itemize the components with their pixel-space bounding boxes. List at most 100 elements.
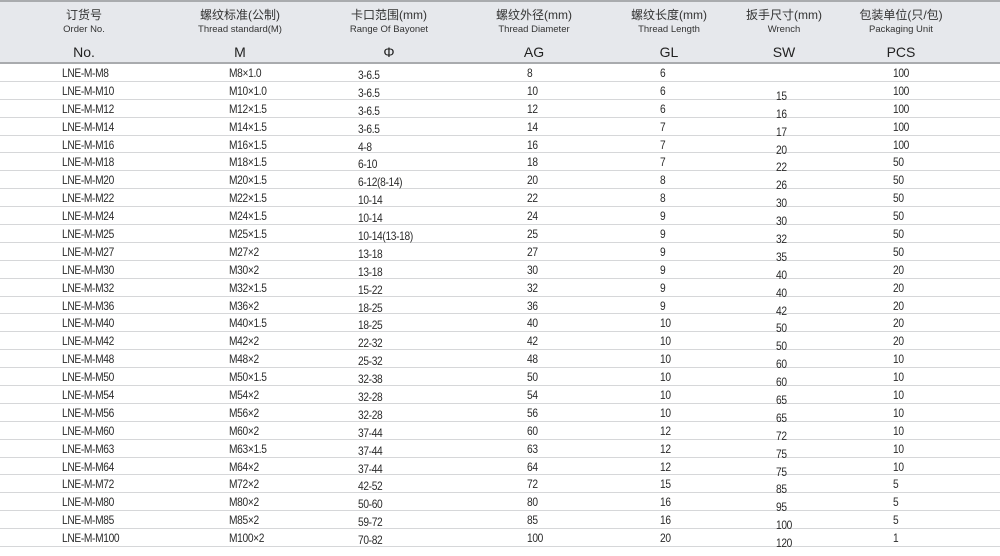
- cell-thread-length: 7: [660, 137, 666, 152]
- cell-wrench-size: 40: [776, 285, 787, 300]
- cell-packaging-unit: 10: [893, 370, 904, 385]
- cell-packaging-unit: 10: [893, 388, 904, 403]
- cell-bayonet-range: 59-72: [358, 515, 383, 530]
- column-header-cn: 扳手尺寸(mm): [746, 8, 822, 22]
- cell-thread-length: 10: [660, 405, 671, 420]
- cell-wrench-size: 72: [776, 428, 787, 443]
- cell-wrench-size: 95: [776, 500, 787, 515]
- cell-packaging-unit: 50: [893, 155, 904, 170]
- cell-thread-diameter: 36: [527, 298, 538, 313]
- cell-order-no: LNE-M-M100: [62, 531, 120, 546]
- cell-wrench-size: 50: [776, 339, 787, 354]
- table-row: LNE-M-M54 M54×2 32-28 54 10 65 10: [0, 386, 1000, 407]
- cell-packaging-unit: 100: [893, 137, 910, 152]
- cell-thread-diameter: 60: [527, 423, 538, 438]
- cell-order-no: LNE-M-M12: [62, 101, 114, 116]
- table-row: LNE-M-M20 M20×1.5 6-12(8-14) 20 8 26 50: [0, 171, 1000, 192]
- cell-order-no: LNE-M-M32: [62, 280, 114, 295]
- column-header-sym: PCS: [886, 44, 916, 60]
- cell-order-no: LNE-M-M54: [62, 388, 114, 403]
- cell-wrench-size: 75: [776, 464, 787, 479]
- cell-bayonet-range: 3-6.5: [358, 85, 380, 100]
- cell-thread-diameter: 14: [527, 119, 538, 134]
- cell-thread-length: 10: [660, 388, 671, 403]
- cell-bayonet-range: 18-25: [358, 318, 383, 333]
- cell-thread-diameter: 10: [527, 83, 538, 98]
- cell-thread-diameter: 24: [527, 209, 538, 224]
- column-header-thread-diameter: 螺纹外径(mm) Thread Diameter AG: [454, 8, 614, 61]
- column-header-sym: Φ: [383, 44, 395, 60]
- column-header-sym: AG: [523, 44, 545, 60]
- cell-bayonet-range: 50-60: [358, 497, 383, 512]
- cell-order-no: LNE-M-M40: [62, 316, 114, 331]
- table-row: LNE-M-M63 M63×1.5 37-44 63 12 75 10: [0, 440, 1000, 461]
- cell-thread-standard: M50×1.5: [229, 370, 267, 385]
- cell-thread-standard: M32×1.5: [229, 280, 267, 295]
- cell-order-no: LNE-M-M48: [62, 352, 114, 367]
- cell-thread-length: 10: [660, 334, 671, 349]
- cell-thread-standard: M8×1.0: [229, 66, 262, 80]
- cell-wrench-size: 60: [776, 357, 787, 372]
- cell-wrench-size: 30: [776, 214, 787, 229]
- cell-bayonet-range: 10-14(13-18): [358, 229, 413, 244]
- table-row: LNE-M-M36 M36×2 18-25 36 9 42 20: [0, 297, 1000, 318]
- column-header-en: Thread Diameter: [498, 24, 570, 35]
- column-header-sym: GL: [659, 44, 679, 60]
- cell-bayonet-range: 15-22: [358, 282, 383, 297]
- cell-wrench-size: 42: [776, 303, 787, 318]
- cell-thread-length: 16: [660, 513, 671, 528]
- table-row: LNE-M-M24 M24×1.5 10-14 24 9 30 50: [0, 207, 1000, 229]
- cell-order-no: LNE-M-M80: [62, 495, 114, 510]
- cell-wrench-size: 65: [776, 410, 787, 425]
- cell-order-no: LNE-M-M25: [62, 227, 114, 242]
- column-header-cn: 订货号: [65, 8, 102, 22]
- cell-thread-standard: M56×2: [229, 405, 259, 420]
- cell-thread-length: 9: [660, 298, 666, 313]
- cell-thread-standard: M25×1.5: [229, 227, 267, 242]
- cell-order-no: LNE-M-M30: [62, 262, 114, 277]
- cell-thread-standard: M10×1.0: [229, 83, 267, 98]
- column-header-en: Thread standard(M): [198, 24, 282, 35]
- cell-order-no: LNE-M-M85: [62, 513, 114, 528]
- cell-thread-standard: M85×2: [229, 513, 259, 528]
- cell-thread-diameter: 80: [527, 495, 538, 510]
- cell-wrench-size: 15: [776, 88, 787, 103]
- cell-thread-standard: M72×2: [229, 477, 259, 492]
- cell-thread-diameter: 48: [527, 352, 538, 367]
- cell-order-no: LNE-M-M27: [62, 244, 114, 259]
- table-row: LNE-M-M27 M27×2 13-18 27 9 35 50: [0, 243, 1000, 264]
- cell-thread-diameter: 72: [527, 477, 538, 492]
- column-header-en: Range Of Bayonet: [349, 24, 429, 35]
- table-row: LNE-M-M22 M22×1.5 10-14 22 8 30 50: [0, 189, 1000, 211]
- table-row: LNE-M-M42 M42×2 22-32 42 10 50 20: [0, 332, 1000, 354]
- cell-packaging-unit: 50: [893, 227, 904, 242]
- table-header: 订货号 Order No. No. 螺纹标准(公制) Thread standard(M…: [0, 0, 1000, 64]
- cell-order-no: LNE-M-M50: [62, 370, 114, 385]
- cell-bayonet-range: 3-6.5: [358, 121, 380, 136]
- cell-wrench-size: 30: [776, 196, 787, 211]
- cell-thread-diameter: 40: [527, 316, 538, 331]
- cell-thread-standard: M27×2: [229, 244, 259, 259]
- table-row: LNE-M-M80 M80×2 50-60 80 16 95 5: [0, 493, 1000, 515]
- cell-thread-standard: M14×1.5: [229, 119, 267, 134]
- cell-packaging-unit: 10: [893, 441, 904, 456]
- cell-bayonet-range: 13-18: [358, 264, 383, 279]
- cell-packaging-unit: 20: [893, 298, 904, 313]
- cell-thread-length: 9: [660, 244, 666, 259]
- cell-bayonet-range: 18-25: [358, 300, 383, 315]
- table-row: LNE-M-M30 M30×2 13-18 30 9 40 20: [0, 261, 1000, 282]
- column-header-cn: 卡口范围(mm): [351, 8, 427, 22]
- cell-thread-diameter: 25: [527, 227, 538, 242]
- cell-order-no: LNE-M-M36: [62, 298, 114, 313]
- cell-packaging-unit: 50: [893, 173, 904, 188]
- table-row: LNE-M-M14 M14×1.5 3-6.5 14 7 17 100: [0, 118, 1000, 139]
- cell-thread-diameter: 30: [527, 262, 538, 277]
- cell-thread-length: 9: [660, 209, 666, 224]
- column-header-thread-standard: 螺纹标准(公制) Thread standard(M) M: [160, 8, 320, 61]
- cell-thread-standard: M22×1.5: [229, 191, 267, 206]
- cell-thread-diameter: 100: [527, 531, 544, 546]
- cell-thread-diameter: 64: [527, 459, 538, 474]
- cell-packaging-unit: 20: [893, 334, 904, 349]
- table-row: LNE-M-M32 M32×1.5 15-22 32 9 40 20: [0, 279, 1000, 300]
- column-header-wrench-size: 扳手尺寸(mm) Wrench SW: [704, 8, 864, 61]
